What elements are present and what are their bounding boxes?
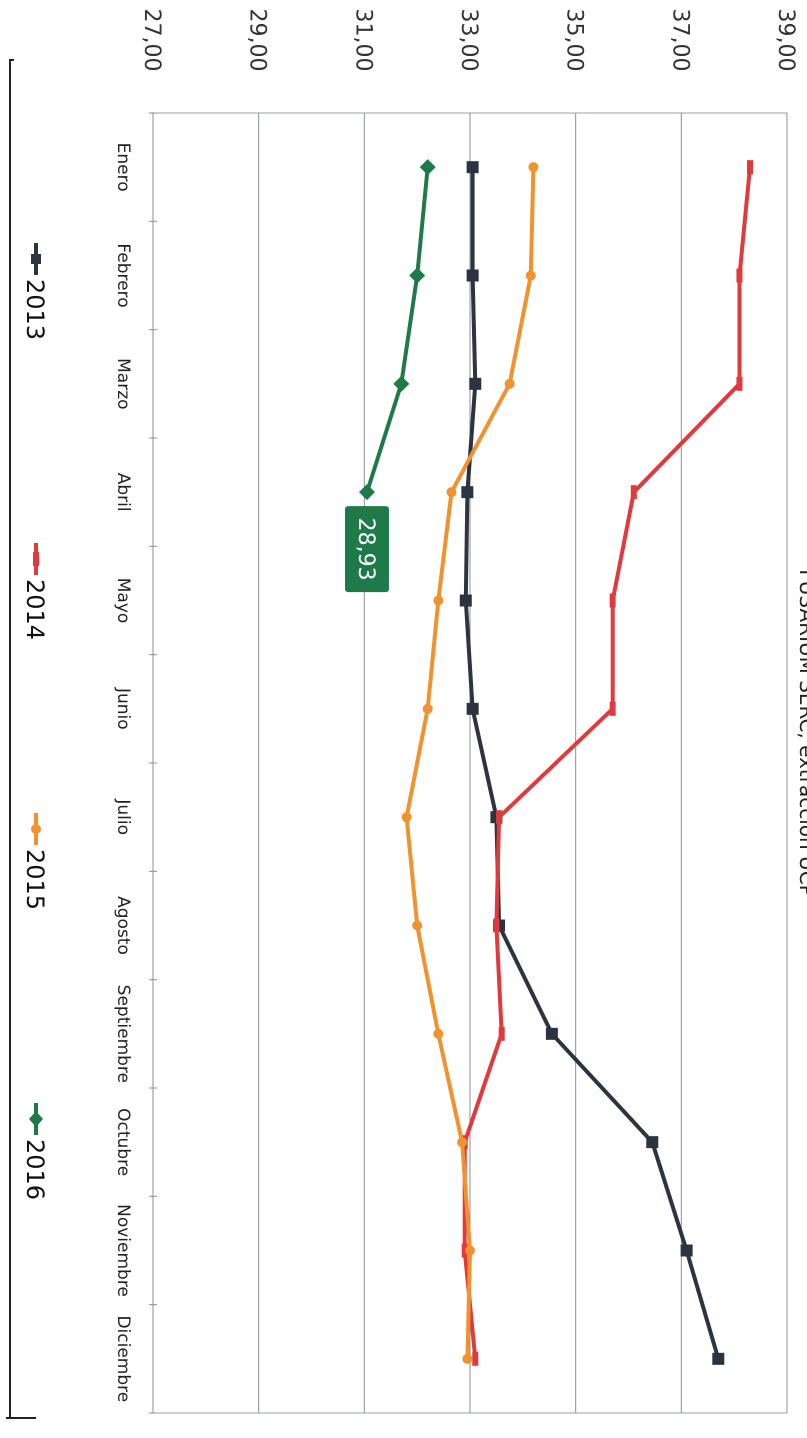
series-line-2014 [462,165,752,1361]
series-2014 [461,160,754,1366]
data-point [498,1026,505,1041]
data-point [409,267,426,284]
series-line-2016 [365,165,430,495]
legend-label: 2013 [21,279,49,340]
series-2015 [401,162,539,1364]
legend-item-2016: 2016 [21,1103,49,1200]
data-point [412,920,423,931]
data-point [736,268,743,283]
legend-item-2013: 2013 [21,243,49,340]
annotation-text: 28,93 [353,518,378,581]
x-tick-label: Febrero [113,243,133,307]
data-point [393,375,410,392]
data-point [493,918,500,933]
y-tick-label: 33,00 [456,9,481,72]
x-tick-label: Septiembre [113,985,133,1083]
x-tick-label: Junio [113,687,133,730]
y-tick-label: 27,00 [139,9,164,72]
data-point [504,378,515,389]
chart-title: FUSARIUM SERC, extracción UCP [795,569,807,896]
data-point [472,1351,479,1366]
plot-area: 27,00 29,00 31,00 33,00 35,00 37,00 39,00 Enero… [113,9,798,1414]
series-group [358,159,754,1366]
data-point [462,1353,473,1364]
legend-marker [31,254,41,264]
data-point [712,1352,725,1365]
data-point [736,376,743,391]
data-point [466,269,479,282]
data-point [433,1028,444,1039]
series-line-2013 [463,165,721,1361]
data-point [459,594,472,607]
legend-label: 2016 [21,1139,49,1200]
data-point [630,485,637,500]
y-tick-label: 37,00 [667,9,692,72]
data-point [461,486,474,499]
data-point [609,593,616,608]
data-point [528,162,539,173]
legend-marker [33,552,39,566]
x-tick-label: Mayo [113,578,133,624]
value-axis: 27,00 29,00 31,00 33,00 35,00 37,00 39,00 [139,9,798,1413]
y-tick-label: 35,00 [562,9,587,72]
legend: 2013 2014 2015 2016 [21,243,49,1200]
data-point [358,484,375,501]
data-point [646,1136,659,1149]
x-tick-label: Diciembre [113,1315,133,1402]
legend-marker [31,824,41,834]
series-2016 [358,159,436,501]
y-tick-label: 39,00 [773,9,798,72]
series-line-2015 [404,165,536,1361]
legend-item-2014: 2014 [21,543,49,640]
legend-label: 2015 [21,849,49,910]
legend-item-2015: 2015 [21,813,49,910]
y-tick-label: 29,00 [245,9,270,72]
data-point [747,160,754,175]
data-point [545,1027,558,1040]
x-tick-label: Agosto [113,896,133,955]
data-point [465,1245,475,1256]
x-tick-label: Noviembre [113,1204,133,1297]
data-point [401,812,412,823]
x-tick-label: Enero [113,143,133,192]
data-point [469,377,482,390]
series-2013 [459,161,725,1365]
data-point [496,810,503,825]
legend-label: 2014 [21,579,49,640]
y-tick-label: 31,00 [350,9,375,72]
data-point [433,595,444,606]
data-point [466,702,479,715]
data-point [609,701,616,716]
data-point [446,487,457,498]
data-point [680,1244,693,1257]
x-tick-label: Marzo [113,358,133,409]
x-tick-label: Octubre [113,1108,133,1176]
annotation-box [344,506,389,593]
category-axis: Enero Febrero Marzo Abril Mayo Junio Julio Agos… [113,112,157,1414]
data-point [457,1137,468,1148]
data-point [461,1243,468,1258]
data-point [419,159,436,176]
legend-marker [29,1111,43,1127]
data-label-annotation: 28,93 [344,506,389,593]
x-tick-label: Julio [113,798,133,835]
data-point [422,703,433,714]
data-point [466,161,479,174]
x-tick-label: Abril [113,473,133,512]
outer-frame [6,59,36,1419]
data-point [525,270,536,281]
